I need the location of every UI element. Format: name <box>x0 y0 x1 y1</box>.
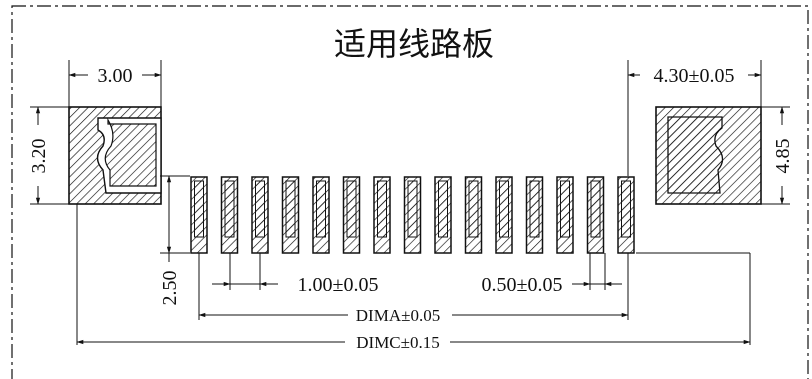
signal-pad <box>525 176 544 254</box>
dim-pad-length-label: 2.50 <box>159 271 181 306</box>
dim-pad-length: 2.50 <box>159 175 181 306</box>
dim-left-height: 3.20 <box>28 106 50 205</box>
dim-top-right-label: 4.30±0.05 <box>654 65 735 87</box>
signal-pad <box>586 176 605 254</box>
signal-pad <box>251 176 269 254</box>
signal-pad <box>373 176 391 254</box>
dim-top-left: 3.00 <box>68 65 162 87</box>
dim-right-height: 4.85 <box>772 106 794 205</box>
dim-a: DIMA±0.05 <box>198 306 629 325</box>
dim-c: DIMC±0.15 <box>76 333 751 352</box>
signal-pad <box>617 176 635 254</box>
dim-right-height-label: 4.85 <box>772 139 794 174</box>
dim-pitch: 1.00±0.05 <box>212 274 378 296</box>
signal-pad <box>556 176 574 254</box>
signal-pad <box>495 176 513 254</box>
signal-pad <box>312 176 330 254</box>
dim-left-height-label: 3.20 <box>28 139 50 174</box>
dim-a-label: DIMA±0.05 <box>356 306 440 325</box>
left-mounting-pad <box>68 106 162 205</box>
signal-pad <box>281 176 300 254</box>
dim-top-left-label: 3.00 <box>98 65 133 87</box>
signal-pad <box>220 176 239 254</box>
drawing-border <box>11 5 809 379</box>
dim-pad-width: 0.50±0.05 <box>482 274 622 296</box>
drawing-title: 适用线路板 <box>334 25 494 63</box>
right-mounting-pad <box>655 106 762 205</box>
dim-c-label: DIMC±0.15 <box>356 333 439 352</box>
dim-pitch-label: 1.00±0.05 <box>298 274 379 296</box>
signal-pad <box>342 176 361 254</box>
signal-pad-row <box>190 176 635 254</box>
signal-pad <box>403 176 422 254</box>
signal-pad <box>464 176 483 254</box>
dim-top-right: 4.30±0.05 <box>627 65 762 87</box>
signal-pad <box>434 176 452 254</box>
dim-pad-width-label: 0.50±0.05 <box>482 274 563 296</box>
signal-pad <box>190 176 208 254</box>
